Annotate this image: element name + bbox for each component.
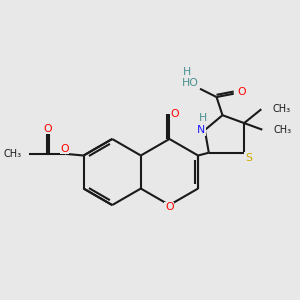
Text: CH₃: CH₃	[273, 125, 292, 135]
Text: O: O	[44, 124, 52, 134]
Text: O: O	[237, 86, 246, 97]
Text: HO: HO	[182, 79, 199, 88]
Text: S: S	[245, 153, 252, 163]
Text: O: O	[165, 202, 174, 212]
Text: CH₃: CH₃	[3, 149, 21, 159]
Text: H: H	[183, 67, 191, 77]
Text: O: O	[170, 109, 179, 119]
Text: H: H	[199, 113, 207, 123]
Text: CH₃: CH₃	[272, 104, 290, 114]
Text: O: O	[60, 144, 69, 154]
Text: N: N	[197, 125, 206, 135]
